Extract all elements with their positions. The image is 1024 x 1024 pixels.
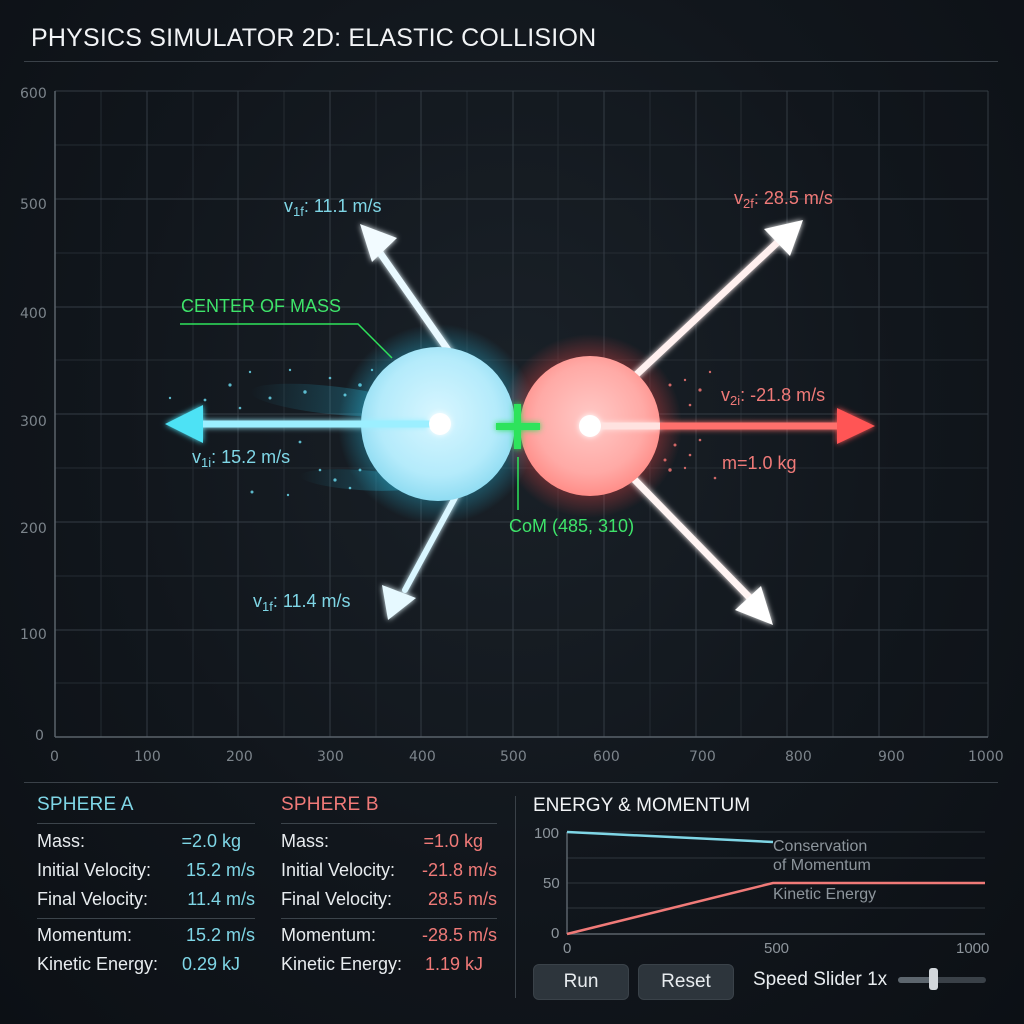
chart-y-tick-100: 100 <box>534 825 560 842</box>
sphere-a-final-velocity-row: Final Velocity: 11.4 m/s <box>37 885 255 914</box>
x-tick-100: 100 <box>134 749 161 765</box>
sphere-b-mass-label: m=1.0 kg <box>722 453 797 473</box>
x-tick-800: 800 <box>785 749 812 765</box>
sphere-a-mass-value: =2.0 kg <box>181 831 241 851</box>
sphere-a-final-velocity-up-label: v1f: 11.1 m/s <box>284 196 382 219</box>
simulation-grid <box>54 90 989 738</box>
center-of-mass-coords: CoM (485, 310) <box>509 516 635 536</box>
sphere-b-mass-value: =1.0 kg <box>423 831 483 851</box>
sphere-b-initial-velocity-value: -21.8 m/s <box>421 860 497 880</box>
chart-y-tick-0: 0 <box>551 925 560 942</box>
chart-x-tick-0: 0 <box>563 940 572 957</box>
sphere-b-rule <box>281 823 497 824</box>
title-divider <box>24 61 998 62</box>
x-tick-700: 700 <box>689 749 716 765</box>
sphere-a-kinetic-energy-row: Kinetic Energy: 0.29 kJ <box>37 950 255 979</box>
y-tick-0: 0 <box>35 728 44 744</box>
kinetic-energy-legend: Kinetic Energy <box>773 886 877 903</box>
chart-x-tick-500: 500 <box>764 940 790 957</box>
x-tick-200: 200 <box>226 749 253 765</box>
sphere-b-kinetic-energy-value: 1.19 kJ <box>424 954 483 974</box>
sphere-a-initial-velocity-label: v1i: 15.2 m/s <box>192 447 291 470</box>
speed-slider-fill <box>898 977 934 983</box>
sphere-a-final-velocity-value: 11.4 m/s <box>187 889 255 909</box>
panel-divider <box>24 782 998 783</box>
x-tick-600: 600 <box>593 749 620 765</box>
sphere-a-initial-velocity-row: Initial Velocity: 15.2 m/s <box>37 856 255 885</box>
speed-slider-label: Speed Slider 1x <box>753 969 888 990</box>
center-of-mass-marker <box>496 404 540 449</box>
sphere-b-initial-velocity-row: Initial Velocity: -21.8 m/s <box>281 856 497 885</box>
sphere-b-final-velocity-value: 28.5 m/s <box>427 889 497 909</box>
chart-x-tick-1000: 1000 <box>956 940 990 957</box>
kinetic-energy-line <box>566 881 985 936</box>
sphere-a-rule <box>37 823 255 824</box>
x-tick-300: 300 <box>317 749 344 765</box>
sphere-b-rule-2 <box>281 918 497 919</box>
sphere-b-mass-row: Mass: =1.0 kg <box>281 827 497 856</box>
sphere-b-momentum-value: -28.5 m/s <box>421 925 497 945</box>
x-tick-400: 400 <box>409 749 436 765</box>
simulation-canvas[interactable]: 600 500 400 300 200 100 0 0 100 200 300 … <box>0 0 1024 780</box>
sphere-b-initial-velocity-label: v2i: -21.8 m/s <box>721 385 826 408</box>
chart-y-tick-50: 50 <box>543 875 560 892</box>
x-tick-500: 500 <box>500 749 527 765</box>
sphere-a-mass-row: Mass: =2.0 kg <box>37 827 255 856</box>
sphere-a[interactable] <box>361 347 515 501</box>
sphere-b-momentum-row: Momentum: -28.5 m/s <box>281 921 497 950</box>
sphere-b-kinetic-energy-row: Kinetic Energy: 1.19 kJ <box>281 950 497 979</box>
sphere-a-momentum-row: Momentum: 15.2 m/s <box>37 921 255 950</box>
reset-button[interactable]: Reset <box>638 964 734 1000</box>
sphere-a-initial-velocity-value: 15.2 m/s <box>185 860 255 880</box>
sphere-a-kinetic-energy-value: 0.29 kJ <box>181 954 240 974</box>
speed-slider-track[interactable] <box>898 977 986 983</box>
sphere-a-panel: SPHERE A Mass: =2.0 kg Initial Velocity: 1… <box>37 790 255 979</box>
speed-slider-thumb[interactable] <box>929 968 938 990</box>
sphere-b-final-velocity-row: Final Velocity: 28.5 m/s <box>281 885 497 914</box>
momentum-line <box>566 830 774 844</box>
page-title: PHYSICS SIMULATOR 2D: ELASTIC COLLISION <box>31 24 597 52</box>
sphere-a-final-velocity-down-label: v1f: 11.4 m/s <box>253 591 351 614</box>
panel-vertical-divider <box>515 796 516 998</box>
y-tick-100: 100 <box>20 627 47 643</box>
energy-momentum-title: ENERGY & MOMENTUM <box>533 795 751 816</box>
sphere-b-panel: SPHERE B Mass: =1.0 kg Initial Velocity: -… <box>281 790 497 979</box>
sphere-b-title: SPHERE B <box>281 794 379 815</box>
y-tick-200: 200 <box>20 521 47 537</box>
y-tick-600: 600 <box>20 86 47 102</box>
run-button[interactable]: Run <box>533 964 629 1000</box>
x-tick-900: 900 <box>878 749 905 765</box>
energy-momentum-chart <box>566 830 985 936</box>
x-tick-1000: 1000 <box>968 749 1004 765</box>
sphere-b[interactable] <box>520 356 660 496</box>
momentum-legend: Conservation of Momentum <box>773 838 871 874</box>
x-tick-0: 0 <box>50 749 59 765</box>
sphere-a-momentum-value: 15.2 m/s <box>185 925 255 945</box>
y-tick-400: 400 <box>20 306 47 322</box>
sphere-a-title: SPHERE A <box>37 794 134 815</box>
y-tick-300: 300 <box>20 414 47 430</box>
sphere-b-final-velocity-label: v2f: 28.5 m/s <box>734 188 833 211</box>
y-tick-500: 500 <box>20 197 47 213</box>
sphere-a-rule-2 <box>37 918 255 919</box>
center-of-mass-label: CENTER OF MASS <box>181 296 342 316</box>
